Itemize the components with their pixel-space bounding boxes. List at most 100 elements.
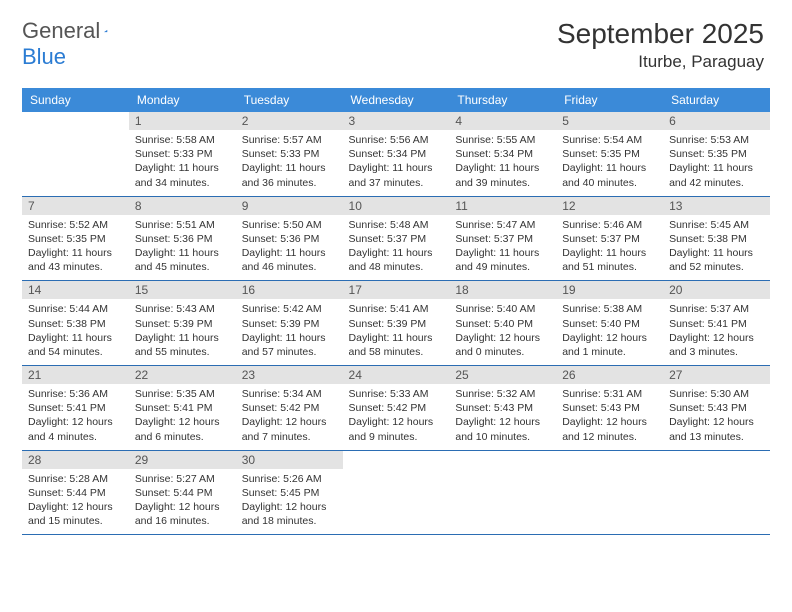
day-number: 12 bbox=[556, 197, 663, 215]
day-body bbox=[556, 455, 663, 515]
day-body: Sunrise: 5:37 AMSunset: 5:41 PMDaylight:… bbox=[663, 299, 770, 365]
day-number: 9 bbox=[236, 197, 343, 215]
day-number: 15 bbox=[129, 281, 236, 299]
day-number: 11 bbox=[449, 197, 556, 215]
logo-triangle-icon bbox=[104, 24, 107, 38]
day-cell: 8Sunrise: 5:51 AMSunset: 5:36 PMDaylight… bbox=[129, 196, 236, 281]
day-cell bbox=[663, 450, 770, 535]
day-body: Sunrise: 5:35 AMSunset: 5:41 PMDaylight:… bbox=[129, 384, 236, 450]
day-body: Sunrise: 5:46 AMSunset: 5:37 PMDaylight:… bbox=[556, 215, 663, 281]
day-cell: 22Sunrise: 5:35 AMSunset: 5:41 PMDayligh… bbox=[129, 366, 236, 451]
day-body: Sunrise: 5:43 AMSunset: 5:39 PMDaylight:… bbox=[129, 299, 236, 365]
location-text: Iturbe, Paraguay bbox=[557, 52, 764, 72]
day-body bbox=[449, 455, 556, 515]
weekday-header-row: SundayMondayTuesdayWednesdayThursdayFrid… bbox=[22, 88, 770, 112]
day-number: 3 bbox=[343, 112, 450, 130]
day-number: 5 bbox=[556, 112, 663, 130]
day-body: Sunrise: 5:26 AMSunset: 5:45 PMDaylight:… bbox=[236, 469, 343, 535]
day-number: 4 bbox=[449, 112, 556, 130]
day-body: Sunrise: 5:52 AMSunset: 5:35 PMDaylight:… bbox=[22, 215, 129, 281]
day-body: Sunrise: 5:53 AMSunset: 5:35 PMDaylight:… bbox=[663, 130, 770, 196]
week-row: 14Sunrise: 5:44 AMSunset: 5:38 PMDayligh… bbox=[22, 281, 770, 366]
month-title: September 2025 bbox=[557, 18, 764, 50]
day-number: 19 bbox=[556, 281, 663, 299]
day-cell: 9Sunrise: 5:50 AMSunset: 5:36 PMDaylight… bbox=[236, 196, 343, 281]
day-number: 18 bbox=[449, 281, 556, 299]
day-number: 28 bbox=[22, 451, 129, 469]
day-body: Sunrise: 5:47 AMSunset: 5:37 PMDaylight:… bbox=[449, 215, 556, 281]
day-cell: 23Sunrise: 5:34 AMSunset: 5:42 PMDayligh… bbox=[236, 366, 343, 451]
title-block: September 2025 Iturbe, Paraguay bbox=[557, 18, 764, 72]
day-cell: 10Sunrise: 5:48 AMSunset: 5:37 PMDayligh… bbox=[343, 196, 450, 281]
weekday-header: Thursday bbox=[449, 88, 556, 112]
day-cell: 3Sunrise: 5:56 AMSunset: 5:34 PMDaylight… bbox=[343, 112, 450, 196]
day-cell: 1Sunrise: 5:58 AMSunset: 5:33 PMDaylight… bbox=[129, 112, 236, 196]
day-number: 16 bbox=[236, 281, 343, 299]
week-row: 28Sunrise: 5:28 AMSunset: 5:44 PMDayligh… bbox=[22, 450, 770, 535]
day-body: Sunrise: 5:57 AMSunset: 5:33 PMDaylight:… bbox=[236, 130, 343, 196]
header: General September 2025 Iturbe, Paraguay bbox=[0, 0, 792, 82]
day-number: 24 bbox=[343, 366, 450, 384]
day-cell: 4Sunrise: 5:55 AMSunset: 5:34 PMDaylight… bbox=[449, 112, 556, 196]
day-cell: 16Sunrise: 5:42 AMSunset: 5:39 PMDayligh… bbox=[236, 281, 343, 366]
day-cell: 17Sunrise: 5:41 AMSunset: 5:39 PMDayligh… bbox=[343, 281, 450, 366]
logo-line2: Blue bbox=[22, 44, 66, 70]
logo-text-b: Blue bbox=[22, 44, 66, 70]
day-cell: 24Sunrise: 5:33 AMSunset: 5:42 PMDayligh… bbox=[343, 366, 450, 451]
day-number: 14 bbox=[22, 281, 129, 299]
day-body: Sunrise: 5:51 AMSunset: 5:36 PMDaylight:… bbox=[129, 215, 236, 281]
day-cell: 7Sunrise: 5:52 AMSunset: 5:35 PMDaylight… bbox=[22, 196, 129, 281]
day-cell: 12Sunrise: 5:46 AMSunset: 5:37 PMDayligh… bbox=[556, 196, 663, 281]
day-body: Sunrise: 5:58 AMSunset: 5:33 PMDaylight:… bbox=[129, 130, 236, 196]
week-row: 21Sunrise: 5:36 AMSunset: 5:41 PMDayligh… bbox=[22, 366, 770, 451]
day-cell: 2Sunrise: 5:57 AMSunset: 5:33 PMDaylight… bbox=[236, 112, 343, 196]
day-body: Sunrise: 5:28 AMSunset: 5:44 PMDaylight:… bbox=[22, 469, 129, 535]
weekday-header: Monday bbox=[129, 88, 236, 112]
day-body: Sunrise: 5:44 AMSunset: 5:38 PMDaylight:… bbox=[22, 299, 129, 365]
day-cell: 20Sunrise: 5:37 AMSunset: 5:41 PMDayligh… bbox=[663, 281, 770, 366]
day-body bbox=[663, 455, 770, 515]
day-cell bbox=[22, 112, 129, 196]
day-cell: 25Sunrise: 5:32 AMSunset: 5:43 PMDayligh… bbox=[449, 366, 556, 451]
day-body: Sunrise: 5:41 AMSunset: 5:39 PMDaylight:… bbox=[343, 299, 450, 365]
day-body bbox=[22, 116, 129, 176]
day-cell bbox=[556, 450, 663, 535]
day-body: Sunrise: 5:27 AMSunset: 5:44 PMDaylight:… bbox=[129, 469, 236, 535]
day-cell: 19Sunrise: 5:38 AMSunset: 5:40 PMDayligh… bbox=[556, 281, 663, 366]
day-number: 1 bbox=[129, 112, 236, 130]
day-number: 23 bbox=[236, 366, 343, 384]
day-number: 8 bbox=[129, 197, 236, 215]
day-cell: 13Sunrise: 5:45 AMSunset: 5:38 PMDayligh… bbox=[663, 196, 770, 281]
day-cell: 18Sunrise: 5:40 AMSunset: 5:40 PMDayligh… bbox=[449, 281, 556, 366]
day-cell: 27Sunrise: 5:30 AMSunset: 5:43 PMDayligh… bbox=[663, 366, 770, 451]
day-cell: 14Sunrise: 5:44 AMSunset: 5:38 PMDayligh… bbox=[22, 281, 129, 366]
day-body: Sunrise: 5:32 AMSunset: 5:43 PMDaylight:… bbox=[449, 384, 556, 450]
week-row: 1Sunrise: 5:58 AMSunset: 5:33 PMDaylight… bbox=[22, 112, 770, 196]
day-cell bbox=[449, 450, 556, 535]
day-body bbox=[343, 455, 450, 515]
day-body: Sunrise: 5:56 AMSunset: 5:34 PMDaylight:… bbox=[343, 130, 450, 196]
day-number: 27 bbox=[663, 366, 770, 384]
day-body: Sunrise: 5:55 AMSunset: 5:34 PMDaylight:… bbox=[449, 130, 556, 196]
day-number: 13 bbox=[663, 197, 770, 215]
day-body: Sunrise: 5:33 AMSunset: 5:42 PMDaylight:… bbox=[343, 384, 450, 450]
day-number: 10 bbox=[343, 197, 450, 215]
day-body: Sunrise: 5:30 AMSunset: 5:43 PMDaylight:… bbox=[663, 384, 770, 450]
day-body: Sunrise: 5:50 AMSunset: 5:36 PMDaylight:… bbox=[236, 215, 343, 281]
day-cell: 15Sunrise: 5:43 AMSunset: 5:39 PMDayligh… bbox=[129, 281, 236, 366]
day-cell: 26Sunrise: 5:31 AMSunset: 5:43 PMDayligh… bbox=[556, 366, 663, 451]
day-body: Sunrise: 5:54 AMSunset: 5:35 PMDaylight:… bbox=[556, 130, 663, 196]
weekday-header: Tuesday bbox=[236, 88, 343, 112]
weekday-header: Saturday bbox=[663, 88, 770, 112]
day-number: 30 bbox=[236, 451, 343, 469]
day-body: Sunrise: 5:34 AMSunset: 5:42 PMDaylight:… bbox=[236, 384, 343, 450]
day-cell: 28Sunrise: 5:28 AMSunset: 5:44 PMDayligh… bbox=[22, 450, 129, 535]
day-number: 2 bbox=[236, 112, 343, 130]
day-cell: 5Sunrise: 5:54 AMSunset: 5:35 PMDaylight… bbox=[556, 112, 663, 196]
weeks-body: 1Sunrise: 5:58 AMSunset: 5:33 PMDaylight… bbox=[22, 112, 770, 535]
day-cell: 29Sunrise: 5:27 AMSunset: 5:44 PMDayligh… bbox=[129, 450, 236, 535]
day-number: 17 bbox=[343, 281, 450, 299]
day-number: 25 bbox=[449, 366, 556, 384]
week-row: 7Sunrise: 5:52 AMSunset: 5:35 PMDaylight… bbox=[22, 196, 770, 281]
day-cell: 30Sunrise: 5:26 AMSunset: 5:45 PMDayligh… bbox=[236, 450, 343, 535]
